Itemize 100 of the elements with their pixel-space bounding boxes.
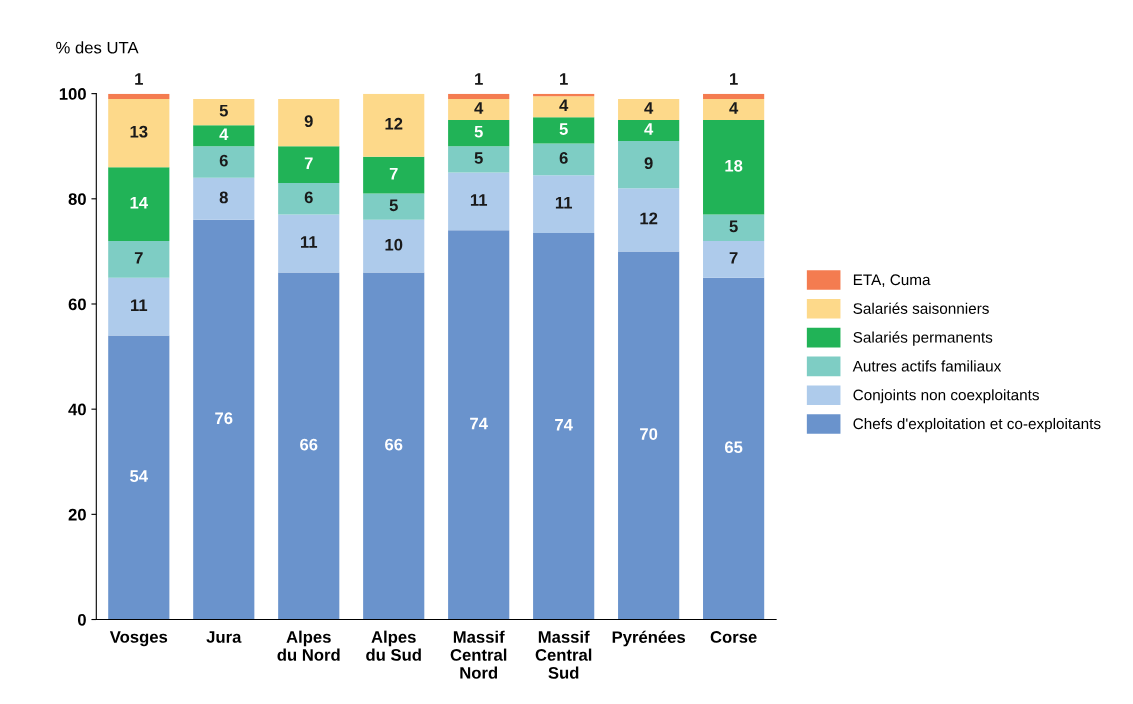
data-label: 12 [385, 117, 403, 130]
data-label: 5 [219, 104, 228, 117]
data-label: 5 [559, 123, 568, 135]
legend-label: Conjoints non coexploitants [853, 389, 1039, 404]
legend-label: ETA, Cuma [853, 274, 931, 287]
bar [108, 335, 170, 620]
bar [533, 175, 595, 233]
y-tick-label: 40 [68, 403, 86, 416]
data-label: 1 [560, 73, 568, 85]
data-label: 11 [555, 196, 573, 209]
data-label: 5 [474, 152, 483, 164]
y-tick-label: 0 [77, 613, 86, 626]
data-label: 5 [729, 220, 738, 233]
data-label: 1 [730, 73, 738, 85]
data-label: 74 [470, 417, 488, 430]
bar [108, 93, 170, 99]
bar [278, 146, 340, 184]
data-label: 6 [304, 191, 313, 204]
data-label: 8 [219, 191, 228, 204]
data-label: 76 [215, 412, 233, 425]
data-label: 4 [559, 99, 569, 112]
data-label: 4 [644, 102, 654, 114]
bar [108, 167, 170, 241]
y-tick-label: 20 [68, 508, 86, 521]
data-label: 4 [219, 128, 229, 141]
bar [618, 188, 680, 252]
data-label: 11 [300, 236, 318, 248]
data-label: 4 [729, 102, 739, 114]
bar [363, 156, 425, 194]
bar [448, 93, 510, 99]
data-label: 66 [385, 438, 403, 451]
x-tick-label: Massif Central Sud [535, 630, 592, 679]
data-label: 18 [725, 159, 743, 172]
x-tick-label: Massif Central Nord [450, 630, 507, 679]
bar [703, 240, 765, 278]
bar [363, 193, 425, 220]
bar [193, 219, 255, 620]
data-label: 10 [385, 238, 403, 251]
y-tick-label: 100 [59, 88, 86, 100]
bar [533, 143, 595, 176]
data-label: 7 [729, 252, 738, 264]
x-tick-label: Alpes du Nord [277, 630, 340, 661]
bar [278, 272, 340, 620]
x-tick-label: Pyrénées [612, 630, 686, 647]
data-label: 5 [474, 125, 483, 138]
bar [618, 119, 680, 141]
data-label: 14 [130, 196, 148, 209]
bar [703, 119, 765, 215]
data-label: 7 [304, 157, 313, 169]
data-label: 1 [475, 73, 483, 85]
data-label: 66 [300, 438, 318, 451]
data-label: 5 [389, 199, 398, 212]
bar [448, 230, 510, 620]
bar [278, 98, 340, 147]
x-tick-label: Jura [206, 631, 242, 643]
data-label: 54 [130, 470, 148, 482]
bar [703, 214, 765, 241]
legend-label: Salariés permanents [853, 331, 993, 346]
data-label: 6 [559, 152, 568, 164]
bar [278, 183, 340, 215]
bar [363, 219, 425, 273]
x-tick-label: Vosges [109, 631, 168, 647]
data-label: 65 [724, 441, 743, 454]
data-label: 7 [389, 167, 398, 180]
bar [193, 177, 255, 220]
bar [448, 146, 510, 173]
bar [193, 146, 255, 178]
bar [108, 240, 170, 278]
bar [448, 98, 510, 120]
x-tick-label: Alpes du Sud [366, 630, 421, 661]
bar [108, 98, 170, 168]
bar [533, 232, 595, 620]
legend-label: Salariés saisonniers [853, 302, 989, 314]
data-label: 1 [135, 73, 143, 85]
data-label: 7 [134, 252, 143, 264]
bar [193, 98, 255, 126]
data-label: 4 [644, 123, 654, 135]
y-axis-title: % des UTA [56, 41, 139, 54]
bar [448, 119, 510, 147]
y-tick-label: 80 [68, 193, 86, 206]
data-label: 74 [555, 419, 573, 431]
bar [193, 125, 255, 147]
data-label: 70 [640, 428, 658, 440]
data-label: 9 [644, 157, 653, 170]
bar [618, 251, 680, 620]
data-label: 9 [304, 115, 313, 128]
data-label: 6 [219, 154, 228, 167]
data-label: 12 [640, 212, 658, 225]
bar [703, 277, 765, 620]
bar [363, 272, 425, 620]
bar [533, 117, 595, 144]
data-label: 11 [470, 194, 488, 206]
bar [533, 96, 595, 118]
legend-label: Autres actifs familiaux [852, 360, 1002, 372]
bar [703, 93, 765, 99]
bar [363, 93, 425, 157]
y-tick-label: 60 [68, 298, 86, 311]
data-label: 13 [130, 125, 148, 138]
x-tick-label: Corse [710, 631, 757, 643]
bar [703, 98, 765, 120]
